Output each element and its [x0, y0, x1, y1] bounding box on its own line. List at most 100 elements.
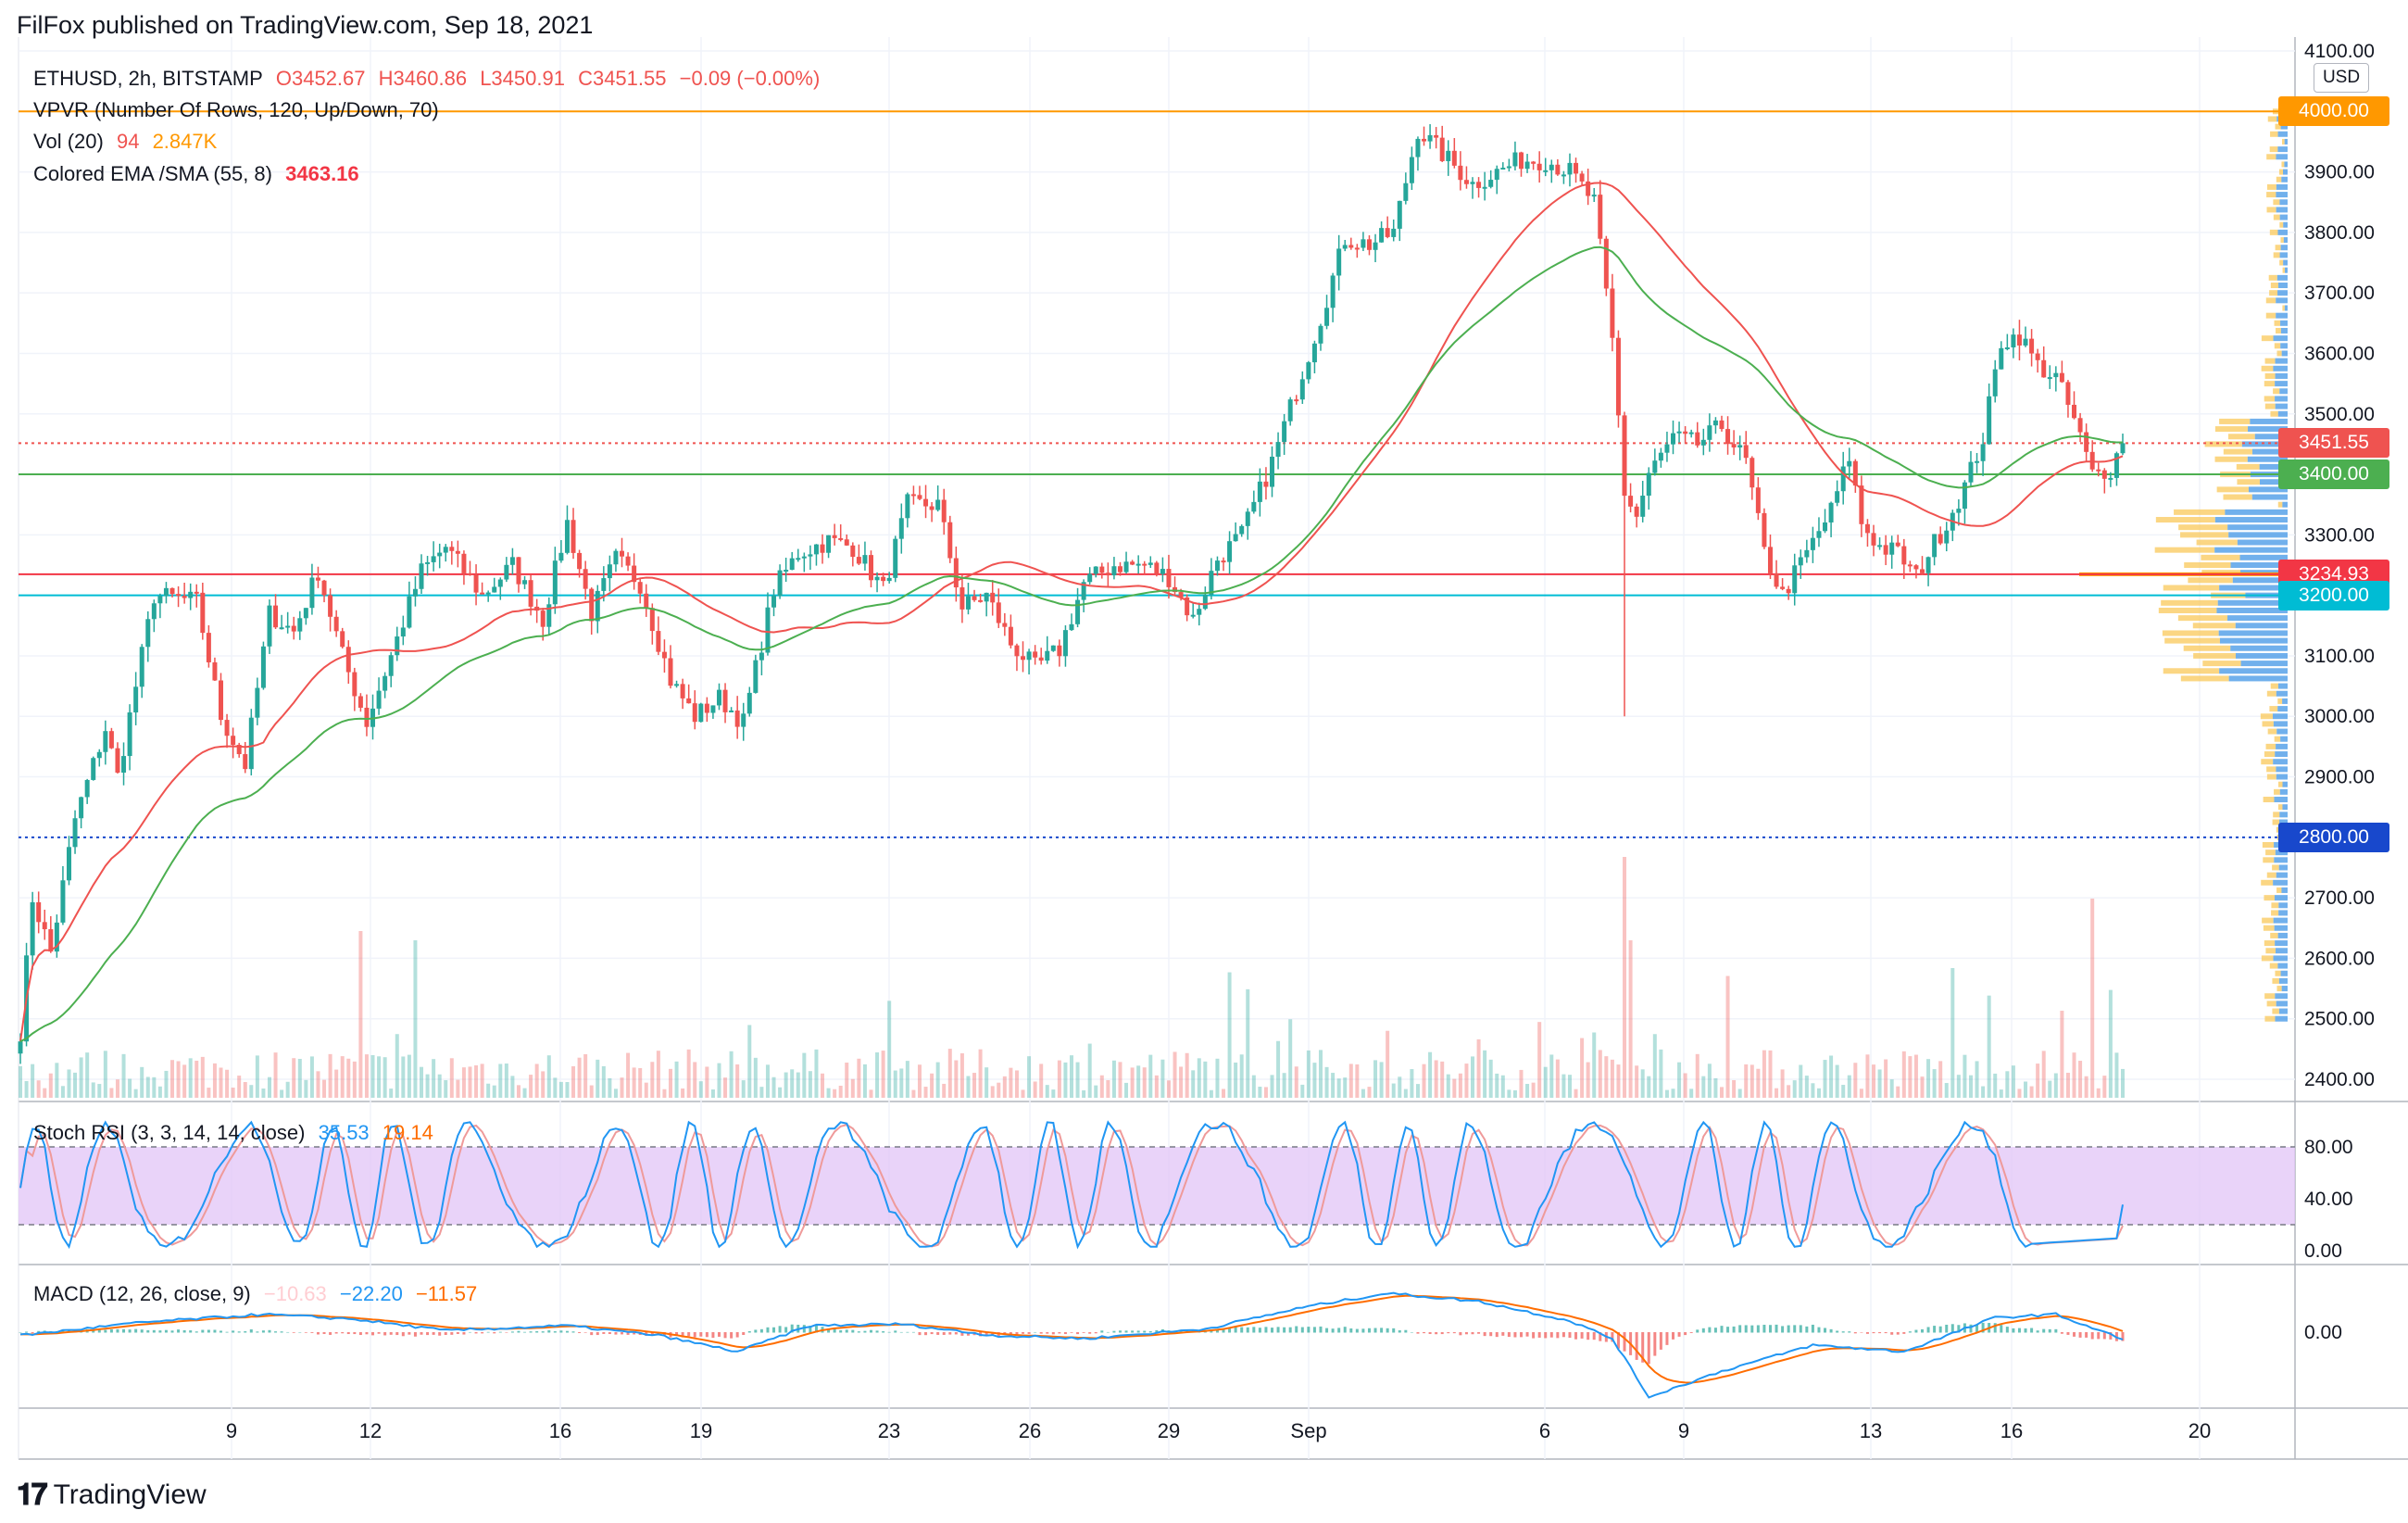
- candlesticks: [18, 124, 2126, 1064]
- vpvr-up-bar: [2276, 887, 2282, 893]
- macd-histogram-bar: [426, 1332, 430, 1336]
- volume-bar: [2114, 1052, 2119, 1098]
- candle-body: [1488, 180, 1494, 187]
- macd-histogram-bar: [650, 1332, 654, 1336]
- vpvr-down-bar: [2276, 948, 2288, 954]
- vpvr-down-bar: [2282, 501, 2288, 508]
- volume-bar: [182, 1064, 187, 1098]
- candle-body: [972, 596, 977, 600]
- vpvr-down-bar: [2280, 736, 2288, 742]
- macd-histogram-bar: [802, 1325, 806, 1333]
- volume-bar: [407, 1054, 411, 1098]
- ema-line: [19, 245, 2123, 1043]
- volume-bar: [644, 1082, 648, 1098]
- candle-body: [1476, 182, 1482, 188]
- vpvr-up-bar: [2264, 751, 2276, 758]
- volume-bar: [219, 1067, 223, 1098]
- macd-histogram-bar: [1063, 1332, 1067, 1335]
- macd-histogram-bar: [1732, 1326, 1736, 1333]
- chart-grid: [18, 37, 2408, 1460]
- volume-bar: [2096, 1088, 2101, 1098]
- volume-bar: [1884, 1059, 1888, 1098]
- price-tick-label: 2900.00: [2304, 767, 2375, 788]
- volume-bar: [1239, 1054, 1244, 1098]
- vpvr-up-bar: [2276, 350, 2282, 357]
- candle-body: [710, 705, 716, 713]
- volume-bar: [395, 1034, 399, 1098]
- macd-histogram-bar: [1094, 1332, 1097, 1334]
- macd-histogram-bar: [1264, 1327, 1268, 1333]
- volume-bar: [1780, 1069, 1785, 1098]
- vpvr-down-bar: [2273, 879, 2288, 886]
- footer-brand[interactable]: 𝟏𝟕 TradingView: [17, 1478, 207, 1513]
- volume-bar: [1835, 1064, 1839, 1098]
- candle-body: [66, 847, 71, 881]
- vpvr-down-bar: [2282, 698, 2288, 704]
- stoch-legend[interactable]: Stoch RSI (3, 3, 14, 14, close) 35.53 19…: [33, 1121, 441, 1145]
- volume-bar: [1865, 1054, 1870, 1098]
- candle-body: [127, 712, 132, 757]
- volume-bar: [741, 1080, 746, 1098]
- symbol-legend: ETHUSD, 2h, BITSTAMP O3452.67 H3460.86 L…: [33, 67, 827, 91]
- candle-body: [1676, 431, 1682, 434]
- macd-histogram-bar: [1459, 1332, 1462, 1336]
- macd-histogram-bar: [699, 1332, 703, 1337]
- macd-histogram-bar: [1799, 1325, 1802, 1333]
- volume-bar: [1549, 1054, 1554, 1098]
- candle-body: [1427, 134, 1433, 142]
- candle-body: [1324, 308, 1330, 326]
- volume-bar: [1476, 1038, 1481, 1098]
- vpvr-up-bar: [2280, 237, 2284, 244]
- candle-body: [1561, 174, 1566, 177]
- vpvr-legend[interactable]: VPVR (Number Of Rows, 120, Up/Down, 70): [33, 98, 439, 121]
- candle-body: [1567, 162, 1573, 175]
- candle-body: [661, 651, 667, 659]
- candle-body: [637, 582, 643, 594]
- macd-histogram-bar: [1653, 1332, 1657, 1356]
- price-tick-label: 3600.00: [2304, 343, 2375, 364]
- macd-histogram-bar: [942, 1332, 946, 1335]
- macd-histogram-bar: [759, 1328, 763, 1333]
- candle-body: [2047, 377, 2052, 380]
- vpvr-down-bar: [2276, 774, 2288, 780]
- volume-bar: [164, 1070, 169, 1098]
- macd-histogram-bar: [1477, 1332, 1481, 1334]
- macd-histogram-bar: [936, 1332, 940, 1335]
- vpvr-down-bar: [2275, 751, 2288, 758]
- candle-body: [333, 616, 339, 632]
- currency-button[interactable]: USD: [2314, 63, 2369, 93]
- macd-histogram-bar: [346, 1332, 350, 1335]
- macd-histogram-bar: [529, 1331, 533, 1333]
- vpvr-up-bar: [2266, 690, 2276, 697]
- symbol-name[interactable]: ETHUSD, 2h, BITSTAMP: [33, 67, 263, 90]
- volume-bar: [194, 1060, 199, 1098]
- macd-histogram-bar: [1981, 1322, 1985, 1333]
- candle-body: [1683, 431, 1688, 434]
- vpvr-down-bar: [2274, 797, 2288, 803]
- vpvr-up-bar: [2272, 864, 2279, 871]
- macd-histogram-bar: [462, 1332, 466, 1335]
- macd-histogram-bar: [742, 1332, 746, 1336]
- candle-body: [2072, 404, 2077, 419]
- macd-histogram-bar: [177, 1329, 181, 1333]
- stoch-tick-label: 0.00: [2304, 1240, 2342, 1262]
- candle-body: [1458, 165, 1463, 181]
- macd-line-value: −22.20: [339, 1282, 403, 1305]
- volume-legend[interactable]: Vol (20) 94 2.847K: [33, 130, 224, 154]
- macd-histogram-bar: [790, 1324, 794, 1333]
- candle-body: [1403, 183, 1409, 201]
- vpvr-up-bar: [2237, 479, 2260, 485]
- candle-body: [1640, 496, 1646, 517]
- volume-bar: [1415, 1084, 1420, 1098]
- ema-legend[interactable]: Colored EMA /SMA (55, 8) 3463.16: [33, 162, 367, 186]
- volume-bar: [280, 1089, 284, 1098]
- volume-bar: [79, 1057, 83, 1098]
- candle-body: [176, 594, 182, 597]
- vpvr-up-bar: [2154, 547, 2215, 553]
- macd-histogram-bar: [1276, 1327, 1280, 1333]
- macd-legend[interactable]: MACD (12, 26, close, 9) −10.63 −22.20 −1…: [33, 1282, 484, 1306]
- candle-body: [1956, 509, 1962, 513]
- volume-bar: [686, 1049, 691, 1098]
- ema-value: 3463.16: [285, 162, 359, 185]
